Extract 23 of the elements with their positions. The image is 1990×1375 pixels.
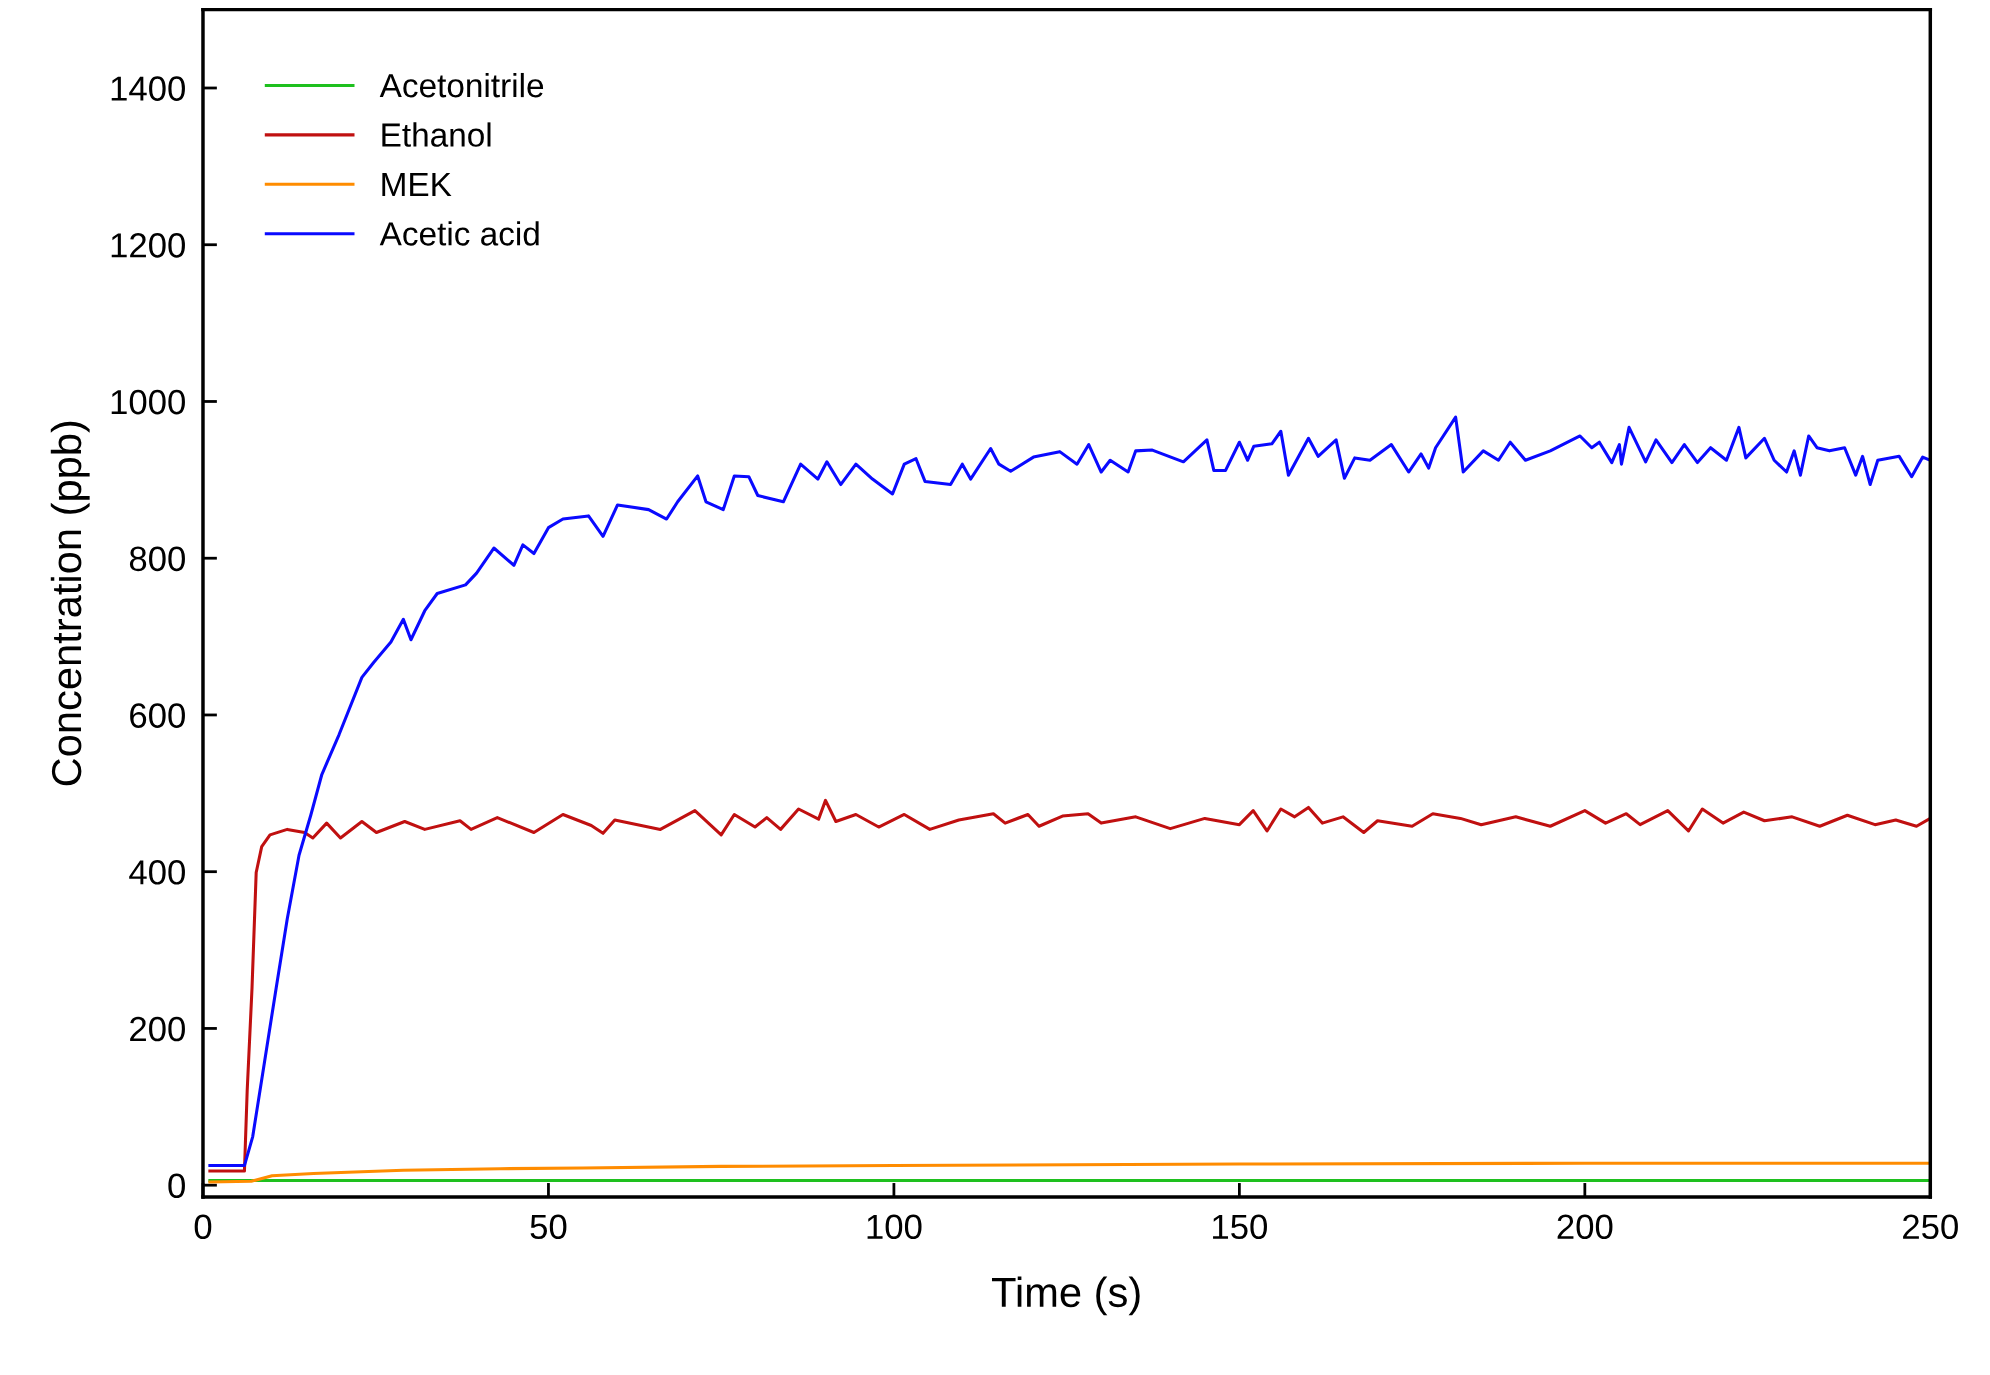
x-tick-label: 250	[1903, 1214, 1958, 1240]
y-tick-label: 0	[168, 1173, 185, 1199]
legend-label: MEK	[382, 172, 452, 196]
line-series	[208, 415, 1931, 1168]
y-tick-label: 400	[129, 860, 185, 885]
y-tick-label: 800	[129, 546, 185, 572]
line-series	[208, 1161, 1931, 1184]
legend-label: Acetic acid	[379, 221, 539, 246]
y-tick-label: 1400	[111, 76, 185, 101]
x-tick-label: 200	[1557, 1214, 1613, 1240]
x-axis-title: Time (s)	[991, 1276, 1140, 1316]
y-axis-title: Concentration (ppb)	[50, 421, 90, 786]
legend-label: Acetonitrile	[379, 72, 544, 98]
x-tick-label: 0	[194, 1214, 212, 1240]
y-tick-label: 1000	[111, 389, 185, 415]
y-tick-label: 1200	[111, 233, 185, 258]
x-tick-label: 150	[1213, 1214, 1267, 1240]
legend-label: Ethanol	[382, 122, 491, 147]
x-tick-label: 50	[530, 1214, 567, 1240]
line-series	[208, 798, 1931, 1173]
x-tick-label: 100	[867, 1214, 922, 1240]
y-tick-label: 200	[130, 1016, 185, 1042]
y-tick-label: 600	[130, 703, 185, 728]
